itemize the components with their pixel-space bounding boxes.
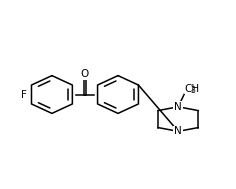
Text: F: F <box>21 90 26 99</box>
Text: 3: 3 <box>190 86 195 95</box>
Text: CH: CH <box>184 84 199 94</box>
Text: O: O <box>81 69 89 79</box>
Text: N: N <box>174 102 182 112</box>
Text: N: N <box>174 126 182 136</box>
